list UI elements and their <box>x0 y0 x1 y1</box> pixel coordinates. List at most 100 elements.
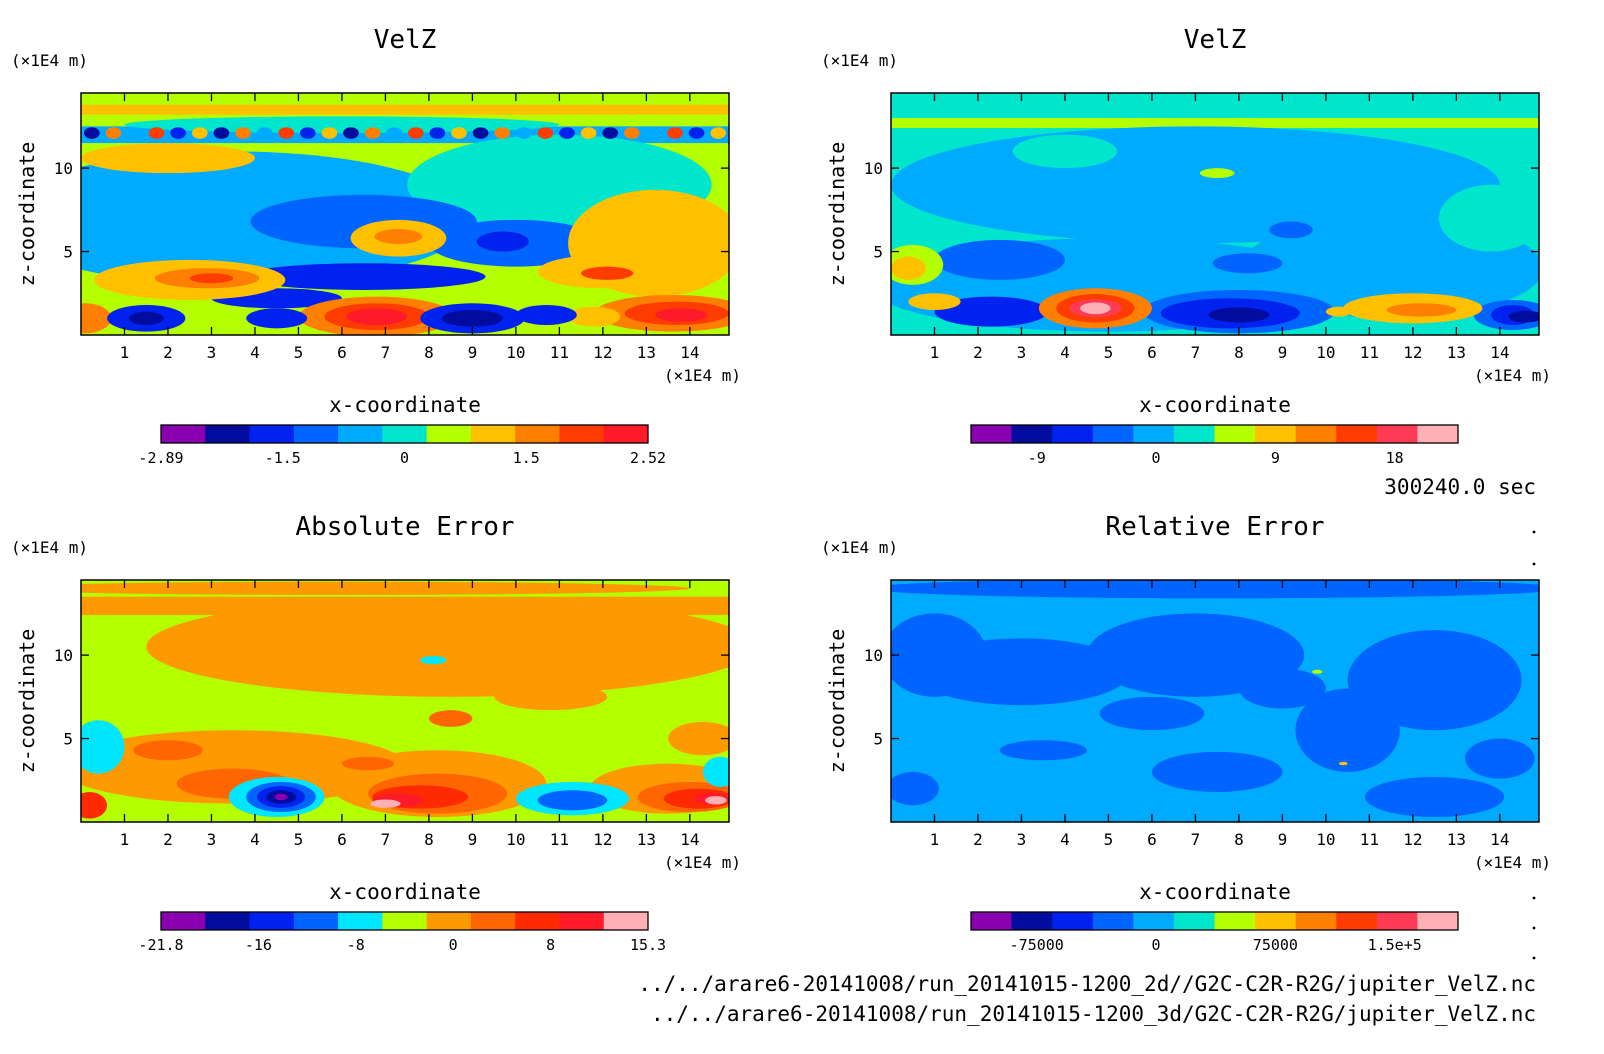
y-axis-label: z-coordinate <box>825 142 849 287</box>
chart-title: VelZ <box>1184 25 1247 55</box>
colorbar-segment <box>1417 912 1459 930</box>
x-tick-label: 5 <box>1104 830 1114 849</box>
y-axis-label: z-coordinate <box>15 142 39 287</box>
colorbar-segment <box>1011 425 1053 443</box>
x-axis-label: x-coordinate <box>1139 880 1291 904</box>
plot-frame <box>890 579 1540 823</box>
colorbar-segment <box>603 912 649 930</box>
contour-region-8 <box>999 740 1087 761</box>
contour-dot-1 <box>83 127 100 139</box>
x-tick-label: 12 <box>1403 830 1422 849</box>
x-axis-label: x-coordinate <box>329 393 481 417</box>
contour-dot-15 <box>386 127 403 139</box>
x-tick-label: 4 <box>1060 343 1070 362</box>
colorbar-segment <box>1336 912 1378 930</box>
colorbar-segment <box>1295 425 1337 443</box>
colorbar-segment <box>1052 912 1094 930</box>
colorbar: -9 0 9 18 <box>970 424 1459 467</box>
contour-region-6 <box>1012 134 1118 169</box>
colorbar-tick-label: 0 <box>1152 936 1161 954</box>
contour-region-20 <box>1386 303 1457 317</box>
colorbar-tick-label: 0 <box>1152 449 1161 467</box>
colorbar: -21.8 -16 -8 0 8 15.3 <box>138 911 666 954</box>
x-tick-label: 10 <box>1316 830 1335 849</box>
x-tick-label: 2 <box>163 343 173 362</box>
contour-region-14 <box>374 229 423 245</box>
colorbar-tick-label: 18 <box>1386 449 1404 467</box>
y-axis-label: z-coordinate <box>15 629 39 774</box>
x-tick-label: 7 <box>381 343 391 362</box>
colorbar-segment <box>382 425 428 443</box>
colorbar-segment <box>470 912 516 930</box>
y-axis-label: z-coordinate <box>825 629 849 774</box>
contour-dot-19 <box>472 127 489 139</box>
contour-dot-30 <box>710 127 727 139</box>
contour-dot-26 <box>623 127 640 139</box>
colorbar-tick-label: 15.3 <box>630 936 666 954</box>
contour-band-1 <box>891 600 1539 606</box>
colorbar-tick-label: -21.8 <box>138 936 183 954</box>
colorbar-segment <box>1173 425 1215 443</box>
x-tick-label: 11 <box>550 830 569 849</box>
colorbar: -75000 0 75000 1.5e+5 <box>970 911 1459 954</box>
x-tick-label: 1 <box>120 343 130 362</box>
colorbar-segment <box>161 912 206 930</box>
contour-region-10 <box>891 771 939 806</box>
x-tick-label: 12 <box>593 830 612 849</box>
contour-dot-5 <box>170 127 187 139</box>
x-tick-label: 5 <box>294 343 304 362</box>
x-tick-label: 5 <box>1104 343 1114 362</box>
colorbar-tick-label: 9 <box>1271 449 1280 467</box>
colorbar-segment <box>559 912 605 930</box>
contour-region-16 <box>1208 307 1270 323</box>
colorbar-segment <box>338 425 383 443</box>
colorbar-segment <box>1255 425 1297 443</box>
colorbar-segment <box>293 425 339 443</box>
contour-region-5 <box>1295 688 1400 772</box>
contour-dot-17 <box>429 127 446 139</box>
contour-dot-10 <box>278 127 295 139</box>
x-tick-label: 8 <box>1234 830 1244 849</box>
contour-dot-14 <box>364 127 381 139</box>
contour-region-6 <box>668 721 729 756</box>
contour-region-13 <box>934 296 1048 327</box>
colorbar-tick-label: 0 <box>400 449 409 467</box>
contour-region-18 <box>891 256 926 280</box>
x-tick-label: 12 <box>1403 343 1422 362</box>
x-tick-label: 14 <box>1490 830 1509 849</box>
contour-region-7 <box>81 581 690 596</box>
x-unit-label: (×1E4 m) <box>1474 366 1551 385</box>
colorbar-segment <box>1173 912 1215 930</box>
colorbar-tick-label: 2.52 <box>630 449 666 467</box>
plot-frame <box>80 579 730 823</box>
contour-region-29 <box>246 308 308 329</box>
x-tick-label: 9 <box>1278 343 1288 362</box>
colorbar-segment <box>971 912 1013 930</box>
contour-dot-24 <box>580 127 597 139</box>
x-tick-label: 13 <box>637 343 656 362</box>
plot-frame <box>890 92 1540 336</box>
colorbar-tick-label: -9 <box>1028 449 1046 467</box>
colorbar-frame <box>970 911 1459 931</box>
colorbar-tick-label: 1.5 <box>513 449 540 467</box>
contour-region-3 <box>124 116 560 134</box>
colorbar-tick-label: -8 <box>347 936 365 954</box>
x-tick-label: 13 <box>1447 830 1466 849</box>
colorbar-tick-label: -1.5 <box>265 449 301 467</box>
colorbar-segment <box>1092 912 1134 930</box>
x-tick-label: 6 <box>1147 343 1157 362</box>
x-tick-label: 11 <box>550 343 569 362</box>
contour-region-6 <box>891 613 987 697</box>
colorbar-segment <box>559 425 605 443</box>
colorbar-segment <box>603 425 649 443</box>
contour-region-20 <box>705 796 727 805</box>
y-tick-label: 5 <box>873 730 883 749</box>
contour-band-1 <box>891 118 1539 129</box>
colorbar-segment <box>515 912 560 930</box>
contour-region-13 <box>1465 738 1535 779</box>
colorbar-segment <box>1336 425 1378 443</box>
y-tick-label: 10 <box>864 159 883 178</box>
x-tick-label: 9 <box>1278 830 1288 849</box>
contour-region-1 <box>146 596 729 697</box>
contour-region-7 <box>934 239 1065 280</box>
